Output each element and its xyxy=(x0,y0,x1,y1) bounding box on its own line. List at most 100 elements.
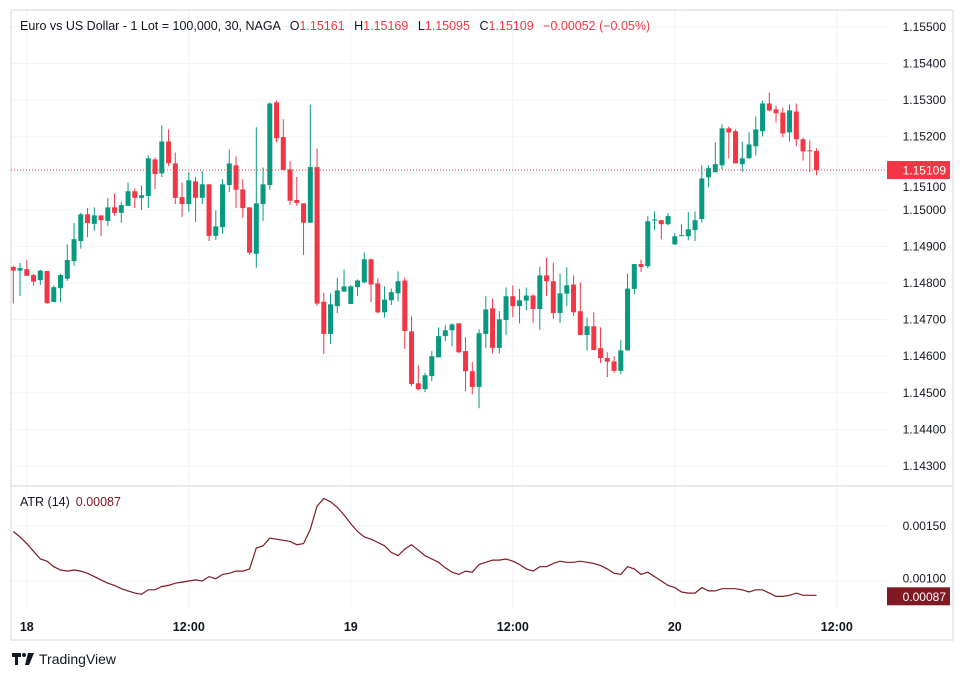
candle-down xyxy=(571,284,577,313)
candle-down xyxy=(321,301,327,334)
candle-up xyxy=(17,268,23,271)
candle-up xyxy=(395,281,401,294)
close-label: C xyxy=(479,19,489,33)
candle-up xyxy=(557,293,563,314)
candle-up xyxy=(118,205,124,213)
candle-up xyxy=(159,141,165,174)
atr-value: 0.00087 xyxy=(75,495,121,509)
close-value: 1.15109 xyxy=(488,19,534,33)
candle-down xyxy=(314,167,320,304)
price-tick-label: 1.15300 xyxy=(903,93,947,107)
candle-up xyxy=(496,319,502,348)
candle-up xyxy=(618,350,624,371)
candle-down xyxy=(463,351,469,372)
candle-down xyxy=(24,269,30,276)
candle-up xyxy=(692,220,698,231)
candle-up xyxy=(625,288,631,351)
candle-up xyxy=(422,375,428,390)
candle-up xyxy=(483,309,489,334)
change-value: −0.00052 (−0.05%) xyxy=(543,19,651,33)
high-label: H xyxy=(354,19,364,33)
price-tick-label: 1.14900 xyxy=(903,239,947,253)
candle-up xyxy=(631,264,637,289)
candle-down xyxy=(233,165,239,190)
candle-down xyxy=(132,191,138,198)
candle-down xyxy=(604,358,610,362)
tradingview-logo[interactable]: TradingView xyxy=(12,651,116,667)
price-tick-label: 1.15500 xyxy=(903,20,947,34)
candle-up xyxy=(341,286,347,292)
candle-down xyxy=(766,103,772,111)
candle-down xyxy=(294,200,300,203)
candle-up xyxy=(503,296,509,321)
candle-up xyxy=(706,168,712,178)
symbol-title[interactable]: Euro vs US Dollar - 1 Lot = 100,000, 30,… xyxy=(20,19,281,33)
candle-down xyxy=(31,275,37,282)
open-value: 1.15161 xyxy=(299,19,345,33)
candle-down xyxy=(807,150,813,152)
candlestick-series xyxy=(10,92,887,409)
candle-up xyxy=(125,191,131,206)
candle-up xyxy=(746,144,752,159)
time-tick-label: 20 xyxy=(668,620,682,634)
candle-up xyxy=(253,203,259,254)
candle-down xyxy=(98,215,104,221)
candle-up xyxy=(652,219,658,221)
candle-up xyxy=(739,158,745,165)
atr-value-badge xyxy=(887,587,950,606)
candle-down xyxy=(490,308,496,348)
price-tick-label: 1.14300 xyxy=(903,459,947,473)
candle-up xyxy=(712,164,718,173)
candle-up xyxy=(476,333,482,387)
candle-up xyxy=(429,356,435,377)
candle-up xyxy=(91,215,97,224)
time-tick-label: 12:00 xyxy=(173,620,205,634)
candle-down xyxy=(733,131,739,164)
brand-name: TradingView xyxy=(39,651,117,667)
price-tick-label: 1.14500 xyxy=(903,386,947,400)
candle-down xyxy=(10,266,16,271)
candle-up xyxy=(449,324,455,331)
candle-up xyxy=(436,336,442,358)
candle-up xyxy=(645,221,651,267)
candle-down xyxy=(44,271,50,304)
outer-border xyxy=(10,9,954,641)
candle-up xyxy=(213,226,219,236)
candle-down xyxy=(274,102,280,139)
time-tick-label: 12:00 xyxy=(821,620,853,634)
candle-down xyxy=(550,281,556,314)
candle-down xyxy=(280,137,286,171)
candle-up xyxy=(382,299,388,313)
candle-down xyxy=(375,283,381,313)
candle-up xyxy=(537,275,543,310)
candle-up xyxy=(37,270,43,281)
price-tick-label: 1.15200 xyxy=(903,130,947,144)
candle-up xyxy=(105,207,111,221)
candle-up xyxy=(220,184,226,228)
open-label: O xyxy=(289,19,300,33)
atr-legend: ATR (14) 0.00087 xyxy=(20,495,121,509)
atr-value-label: 0.00087 xyxy=(903,590,947,604)
candle-down xyxy=(240,189,246,209)
candle-up xyxy=(665,216,671,225)
candle-up xyxy=(51,287,57,303)
candle-down xyxy=(611,361,617,371)
candle-down xyxy=(166,141,172,164)
atr-tick-label: 0.00150 xyxy=(903,519,947,533)
candle-down xyxy=(152,159,158,175)
candle-down xyxy=(206,184,212,236)
low-value: 1.15095 xyxy=(424,19,470,33)
atr-label[interactable]: ATR (14) xyxy=(20,495,70,509)
symbol-legend: Euro vs US Dollar - 1 Lot = 100,000, 30,… xyxy=(20,19,650,33)
candle-down xyxy=(773,109,779,114)
candle-up xyxy=(186,180,192,205)
candle-up xyxy=(139,195,145,198)
tradingview-logo-icon xyxy=(12,653,34,665)
candle-down xyxy=(402,280,408,332)
candle-up xyxy=(388,292,394,301)
candle-up xyxy=(267,103,273,186)
atr-series xyxy=(12,497,817,598)
candle-up xyxy=(442,330,448,337)
candle-up xyxy=(328,304,334,334)
